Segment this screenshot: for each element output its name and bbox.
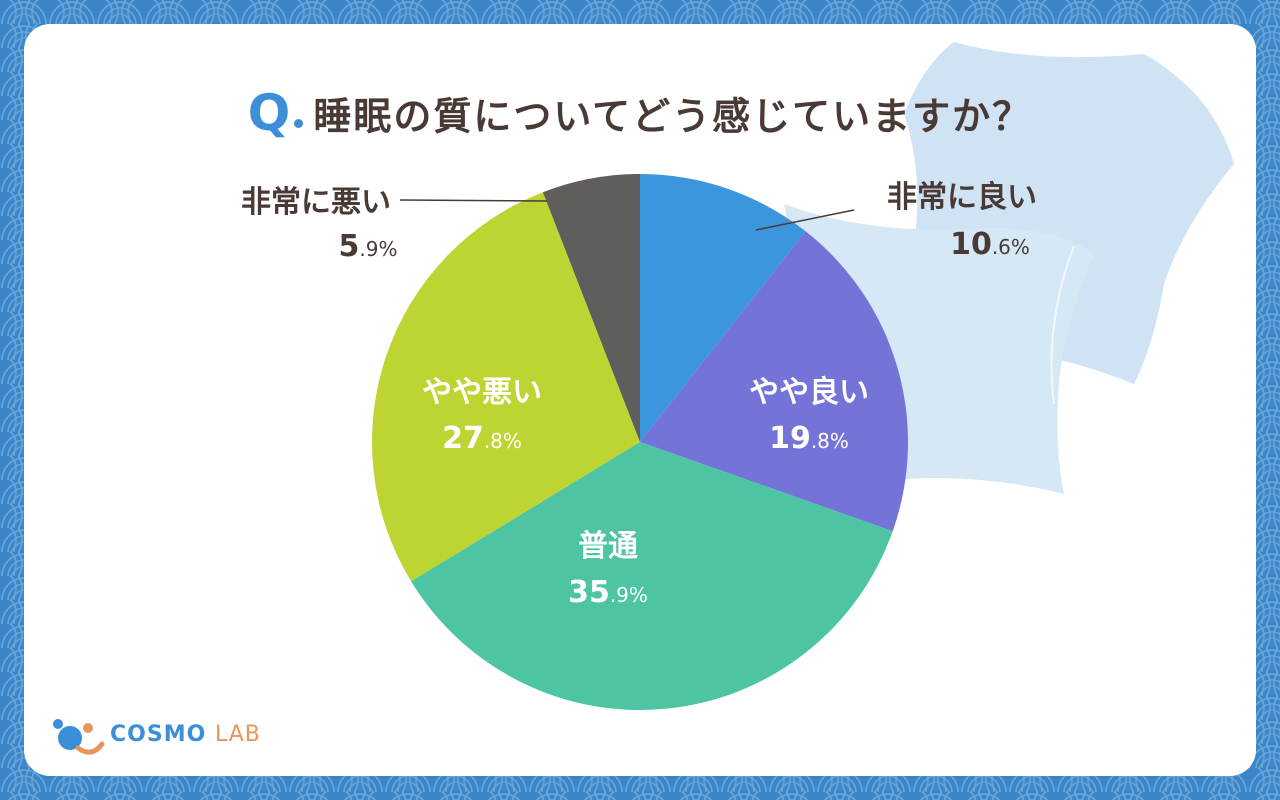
question-title: Q 睡眠の質についてどう感じていますか？ — [24, 84, 1256, 142]
leader-line — [755, 209, 855, 231]
question-dot — [294, 118, 304, 128]
pie-slice-やや良い — [640, 231, 908, 532]
slice-label-group: 非常に良い 10.6% — [755, 180, 1037, 262]
slice-label: やや良い — [749, 375, 869, 410]
slice-label-group: 普通 35.9% — [568, 529, 648, 610]
leader-line — [399, 199, 548, 202]
slice-value-label: 10.6% — [950, 227, 1030, 262]
question-q-mark: Q — [247, 84, 292, 142]
logo-text-lab: LAB — [214, 722, 261, 747]
content-card: Q 睡眠の質についてどう感じていますか？ 非常に良い 10.6% やや良い 19.8% 普… — [24, 24, 1256, 776]
pie-slice-やや悪い — [372, 192, 640, 582]
pie-slice-非常に良い — [640, 174, 806, 442]
question-text: 睡眠の質についてどう感じていますか？ — [313, 94, 1033, 139]
slice-label-group: やや良い 19.8% — [749, 375, 869, 456]
pie-chart: 非常に良い 10.6% やや良い 19.8% 普通 35.9% やや悪い 27.8% 非常に悪い… — [241, 174, 1037, 710]
cosmo-lab-logo: COSMO LAB — [48, 714, 260, 758]
slice-label: 非常に良い — [887, 180, 1037, 215]
slice-value-label: 27.8% — [442, 421, 522, 456]
logo-text-cosmo: COSMO — [110, 722, 207, 747]
pie-slice-普通 — [411, 442, 893, 710]
slice-label-group: 非常に悪い 5.9% — [241, 185, 548, 264]
slice-label: 非常に悪い — [241, 185, 391, 220]
pie-slice-非常に悪い — [542, 174, 640, 442]
cosmo-lab-logo-mark — [53, 719, 105, 755]
slice-value-label: 19.8% — [769, 421, 849, 456]
slice-value-label: 35.9% — [568, 575, 648, 610]
slice-value-label: 5.9% — [339, 229, 398, 264]
slice-label: 普通 — [578, 529, 638, 564]
slice-label: やや悪い — [422, 375, 542, 410]
slice-label-group: やや悪い 27.8% — [422, 375, 542, 456]
